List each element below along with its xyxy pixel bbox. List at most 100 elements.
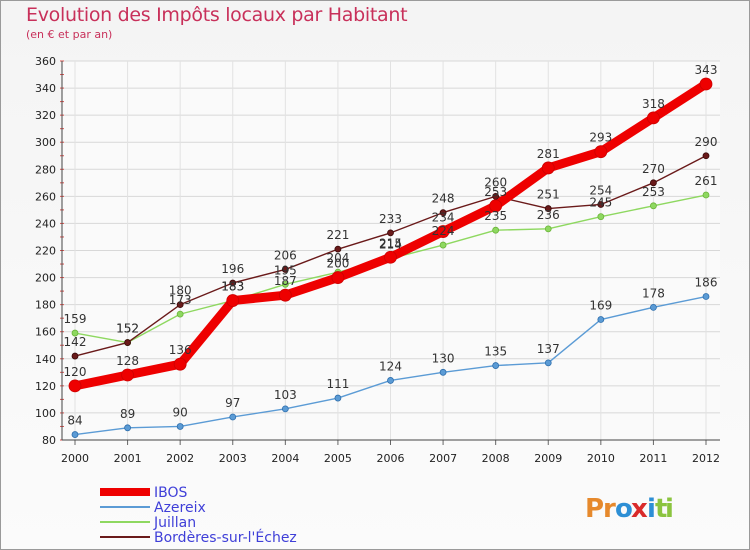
data-point <box>594 145 608 159</box>
chart-title: Evolution des Impôts locaux par Habitant <box>26 4 408 26</box>
x-tick-label: 2008 <box>482 452 510 465</box>
x-tick-label: 2004 <box>271 452 299 465</box>
data-label: 290 <box>695 135 718 149</box>
data-point <box>699 77 713 91</box>
legend-label: IBOS <box>154 485 188 501</box>
x-tick-label: 2009 <box>534 452 562 465</box>
y-tick-label: 220 <box>35 245 56 258</box>
data-point <box>387 229 394 237</box>
data-point <box>68 379 82 393</box>
data-label: 169 <box>589 299 612 313</box>
data-point <box>650 179 657 187</box>
y-tick-label: 160 <box>35 326 56 339</box>
y-tick-label: 300 <box>35 136 56 149</box>
y-tick-label: 360 <box>35 55 56 68</box>
data-label: 204 <box>326 251 349 265</box>
data-label: 206 <box>274 248 297 262</box>
logo-letter: i <box>647 494 656 524</box>
data-label: 137 <box>537 342 560 356</box>
data-point <box>702 293 710 300</box>
data-point <box>229 413 237 421</box>
y-tick-label: 120 <box>35 380 56 393</box>
data-label: 281 <box>537 147 560 161</box>
y-tick-label: 180 <box>35 299 56 312</box>
data-label: 235 <box>484 209 507 223</box>
data-label: 215 <box>379 236 402 250</box>
data-point <box>544 225 552 233</box>
data-point <box>124 424 131 432</box>
data-label: 159 <box>64 312 87 326</box>
data-label: 200 <box>326 257 349 271</box>
data-point <box>702 152 710 160</box>
data-label: 130 <box>432 351 455 365</box>
data-point <box>597 201 605 208</box>
logo-letter: i <box>665 494 674 524</box>
x-tick-label: 2006 <box>377 452 405 465</box>
data-label: 260 <box>484 175 507 189</box>
data-label: 195 <box>274 263 297 277</box>
data-point <box>439 241 447 249</box>
data-point <box>331 271 345 284</box>
y-tick-label: 140 <box>35 353 56 366</box>
data-point <box>492 192 500 200</box>
logo-letter: P <box>585 494 604 524</box>
data-point <box>173 357 187 371</box>
legend-label: Bordères-sur-l'Échez <box>154 529 297 546</box>
data-point <box>124 339 131 346</box>
grid <box>62 60 720 441</box>
data-label: 248 <box>432 192 455 206</box>
data-point <box>387 377 394 384</box>
data-point <box>176 301 184 309</box>
data-label: 103 <box>274 388 297 402</box>
data-label: 183 <box>221 280 244 294</box>
data-label: 214 <box>379 238 402 252</box>
data-label: 180 <box>169 284 192 298</box>
data-label: 233 <box>379 212 402 226</box>
x-tick-label: 2012 <box>692 452 720 465</box>
data-label: 136 <box>169 343 192 357</box>
data-point <box>121 368 134 382</box>
data-label: 251 <box>537 188 560 202</box>
data-point <box>176 423 184 430</box>
data-label: 245 <box>589 196 612 210</box>
x-tick-label: 2001 <box>114 452 142 465</box>
data-point <box>71 431 79 438</box>
data-point <box>176 310 184 318</box>
y-tick-label: 320 <box>35 109 56 122</box>
data-label: 90 <box>173 405 188 419</box>
x-tick-label: 2005 <box>324 452 352 465</box>
data-point <box>439 209 447 217</box>
data-point <box>226 294 240 307</box>
data-label: 89 <box>120 407 135 421</box>
data-label: 97 <box>225 396 240 410</box>
logo-letter: r <box>603 494 616 524</box>
data-point <box>544 359 552 367</box>
data-point <box>229 279 237 287</box>
data-point <box>439 368 447 376</box>
data-label: 187 <box>274 274 297 288</box>
data-label: 236 <box>537 208 560 222</box>
data-label: 183 <box>221 280 244 294</box>
data-label: 318 <box>642 97 665 111</box>
data-point <box>334 245 342 253</box>
data-label: 120 <box>64 365 87 379</box>
y-tick-label: 280 <box>35 163 56 176</box>
data-label: 124 <box>379 359 402 373</box>
data-point <box>650 202 657 210</box>
data-label: 186 <box>695 276 718 290</box>
data-point <box>541 161 555 175</box>
data-label: 253 <box>642 185 665 199</box>
logo-letter: t <box>655 494 667 524</box>
x-tick-label: 2010 <box>587 452 615 465</box>
data-point <box>489 199 503 213</box>
proxiti-logo: Pr ox i ti <box>585 494 674 524</box>
data-label: 253 <box>484 185 507 199</box>
data-point <box>597 316 605 323</box>
data-point <box>436 225 450 238</box>
data-label: 196 <box>221 262 244 276</box>
data-label: 128 <box>116 354 139 368</box>
data-point <box>647 111 660 125</box>
y-tick-label: 200 <box>35 272 56 285</box>
data-point <box>71 329 79 337</box>
